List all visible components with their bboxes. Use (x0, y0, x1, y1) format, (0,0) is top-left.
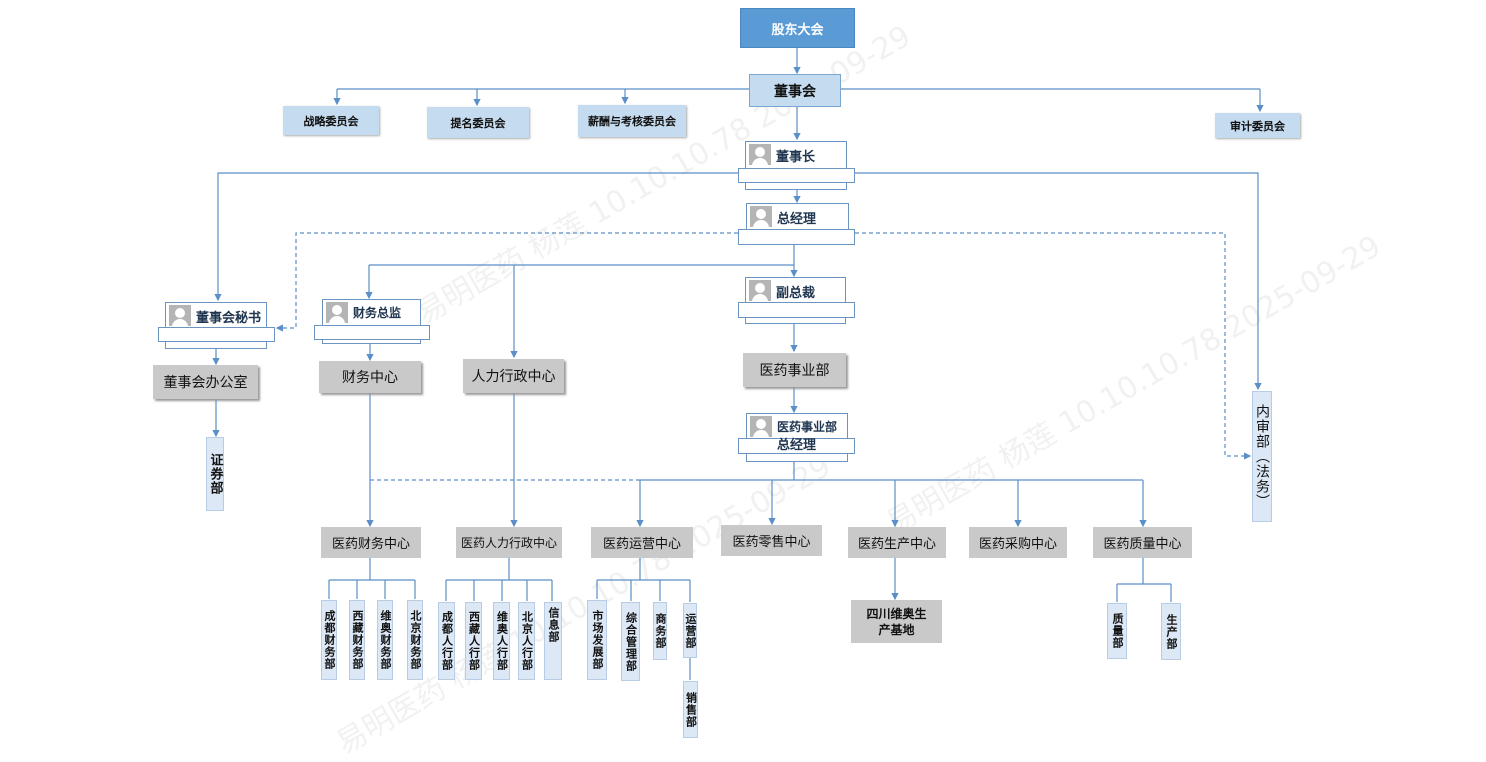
internal-audit-dept: 内审部（法务） (1252, 391, 1272, 522)
center-pharma-finance: 医药财务中心 (321, 527, 421, 558)
pharma-gm-title: 医药事业部 (777, 420, 838, 434)
cfo-title: 财务总监 (353, 306, 402, 320)
avatar-icon (750, 206, 772, 227)
avatar-icon (326, 302, 348, 323)
dept-general-management: 综合管理部 (621, 602, 640, 681)
vp-title: 副总裁 (776, 286, 816, 301)
center-pharma-quality: 医药质量中心 (1093, 527, 1192, 558)
dept-commerce: 商务部 (653, 602, 667, 660)
pharma-gm-band: 总经理 (738, 438, 855, 454)
securities-dept: 证券部 (206, 437, 224, 511)
secretary-title: 董事会秘书 (196, 311, 262, 326)
gm-band (738, 229, 855, 245)
avatar-icon (749, 144, 771, 165)
center-pharma-production: 医药生产中心 (848, 527, 946, 558)
dept-production: 生产部 (1161, 603, 1181, 660)
dept-chengdu-hr: 成都人行部 (438, 602, 455, 680)
hr-admin-center: 人力行政中心 (463, 359, 564, 393)
dept-beijing-finance: 北京财务部 (407, 600, 423, 680)
dept-information: 信息部 (544, 602, 562, 680)
shareholders-meeting: 股东大会 (740, 8, 855, 48)
gm-title: 总经理 (777, 212, 817, 227)
nomination-committee: 提名委员会 (427, 107, 529, 138)
dept-quality: 质量部 (1107, 603, 1127, 659)
vp-band (738, 302, 855, 318)
chairman-band (738, 168, 855, 183)
pharma-gm-subtitle: 总经理 (776, 438, 816, 453)
finance-center: 财务中心 (319, 361, 421, 393)
dept-tibet-hr: 西藏人行部 (465, 602, 482, 680)
center-pharma-retail: 医药零售中心 (721, 525, 822, 556)
avatar-icon (749, 280, 771, 301)
chairman-title: 董事长 (776, 150, 816, 165)
board-office: 董事会办公室 (153, 365, 258, 399)
dept-operations: 运营部 (683, 603, 697, 658)
dept-market-development: 市场发展部 (587, 600, 607, 680)
strategy-committee: 战略委员会 (283, 106, 379, 135)
board-of-directors: 董事会 (749, 74, 841, 107)
pharma-division: 医药事业部 (743, 353, 846, 387)
remuneration-committee: 薪酬与考核委员会 (578, 105, 686, 137)
avatar-icon (750, 416, 772, 437)
secretary-band (158, 327, 275, 342)
dept-sales: 销售部 (683, 681, 698, 738)
sichuan-weiao-production-base: 四川维奥生产基地 (851, 600, 942, 643)
audit-committee: 审计委员会 (1215, 113, 1300, 138)
center-pharma-operations: 医药运营中心 (591, 527, 693, 558)
dept-tibet-finance: 西藏财务部 (349, 600, 365, 680)
cfo-band (314, 325, 430, 340)
dept-beijing-hr: 北京人行部 (518, 602, 535, 680)
dept-weiao-hr: 维奥人行部 (493, 602, 510, 680)
avatar-icon (169, 305, 191, 326)
center-pharma-hr: 医药人力行政中心 (456, 527, 562, 558)
center-pharma-procurement: 医药采购中心 (969, 527, 1067, 558)
dept-weiao-finance: 维奥财务部 (377, 600, 393, 680)
dept-chengdu-finance: 成都财务部 (321, 600, 337, 680)
